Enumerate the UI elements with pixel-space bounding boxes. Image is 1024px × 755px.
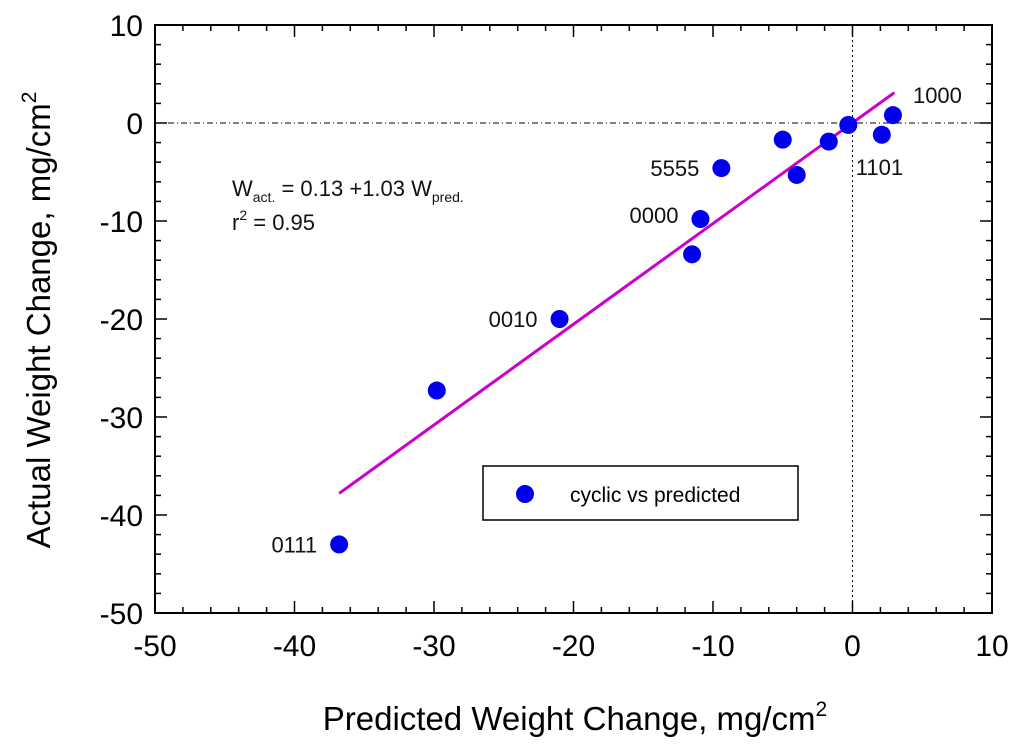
legend-box: [482, 465, 799, 521]
y-tick-label: -30: [100, 402, 143, 435]
legend-label: cyclic vs predicted: [570, 484, 740, 507]
point-label: 1000: [913, 83, 962, 108]
fit-equation: Wact. = 0.13 +1.03 Wpred.: [232, 176, 464, 205]
x-tick-label: -20: [552, 630, 595, 663]
y-tick-label: 0: [126, 108, 143, 141]
data-point: [819, 132, 838, 151]
data-point: [787, 165, 806, 184]
data-point: [691, 210, 710, 229]
point-label: 0111: [271, 532, 317, 557]
point-label: 0010: [489, 307, 538, 332]
x-tick-label: 0: [844, 630, 861, 663]
data-point: [773, 130, 792, 149]
legend-marker: [516, 485, 534, 503]
axes: [154, 24, 993, 614]
data-point: [550, 310, 569, 328]
data-point: [683, 245, 702, 264]
x-tick-label: -10: [691, 630, 734, 663]
reference-lines: [155, 25, 992, 613]
point-labels: 0111 0010 0000 5555 1101 1000: [271, 83, 961, 557]
fit-line-group: [338, 91, 896, 495]
point-label: 5555: [650, 156, 699, 181]
data-point: [330, 535, 349, 554]
x-tick-label: -30: [412, 630, 455, 663]
r-squared: r2 = 0.95: [232, 207, 315, 235]
point-label: 1101: [856, 155, 903, 180]
point-label: 0000: [629, 203, 678, 228]
tick-labels: -50 -40 -30 -20 -10 0 10 -50 -40 -30 -20 -10 0 10: [100, 10, 1009, 663]
data-point: [712, 159, 731, 178]
y-tick-label: 10: [110, 10, 143, 43]
data-point: [883, 106, 902, 125]
y-tick-label: -20: [100, 304, 143, 337]
data-point: [427, 381, 446, 400]
legend: cyclic vs predicted: [482, 465, 799, 521]
data-point: [872, 125, 891, 144]
data-points: [330, 106, 902, 554]
x-tick-label: -40: [273, 630, 316, 663]
data-point: [839, 115, 858, 134]
x-axis-title: Predicted Weight Change, mg/cm2: [323, 698, 827, 737]
x-tick-label: -50: [133, 630, 176, 663]
y-tick-label: -40: [100, 500, 143, 533]
y-tick-label: -50: [100, 598, 143, 631]
x-tick-label: 10: [975, 630, 1008, 663]
fit-line: [338, 91, 896, 495]
y-tick-label: -10: [100, 206, 143, 239]
y-axis-title: Actual Weight Change, mg/cm2: [18, 92, 57, 549]
